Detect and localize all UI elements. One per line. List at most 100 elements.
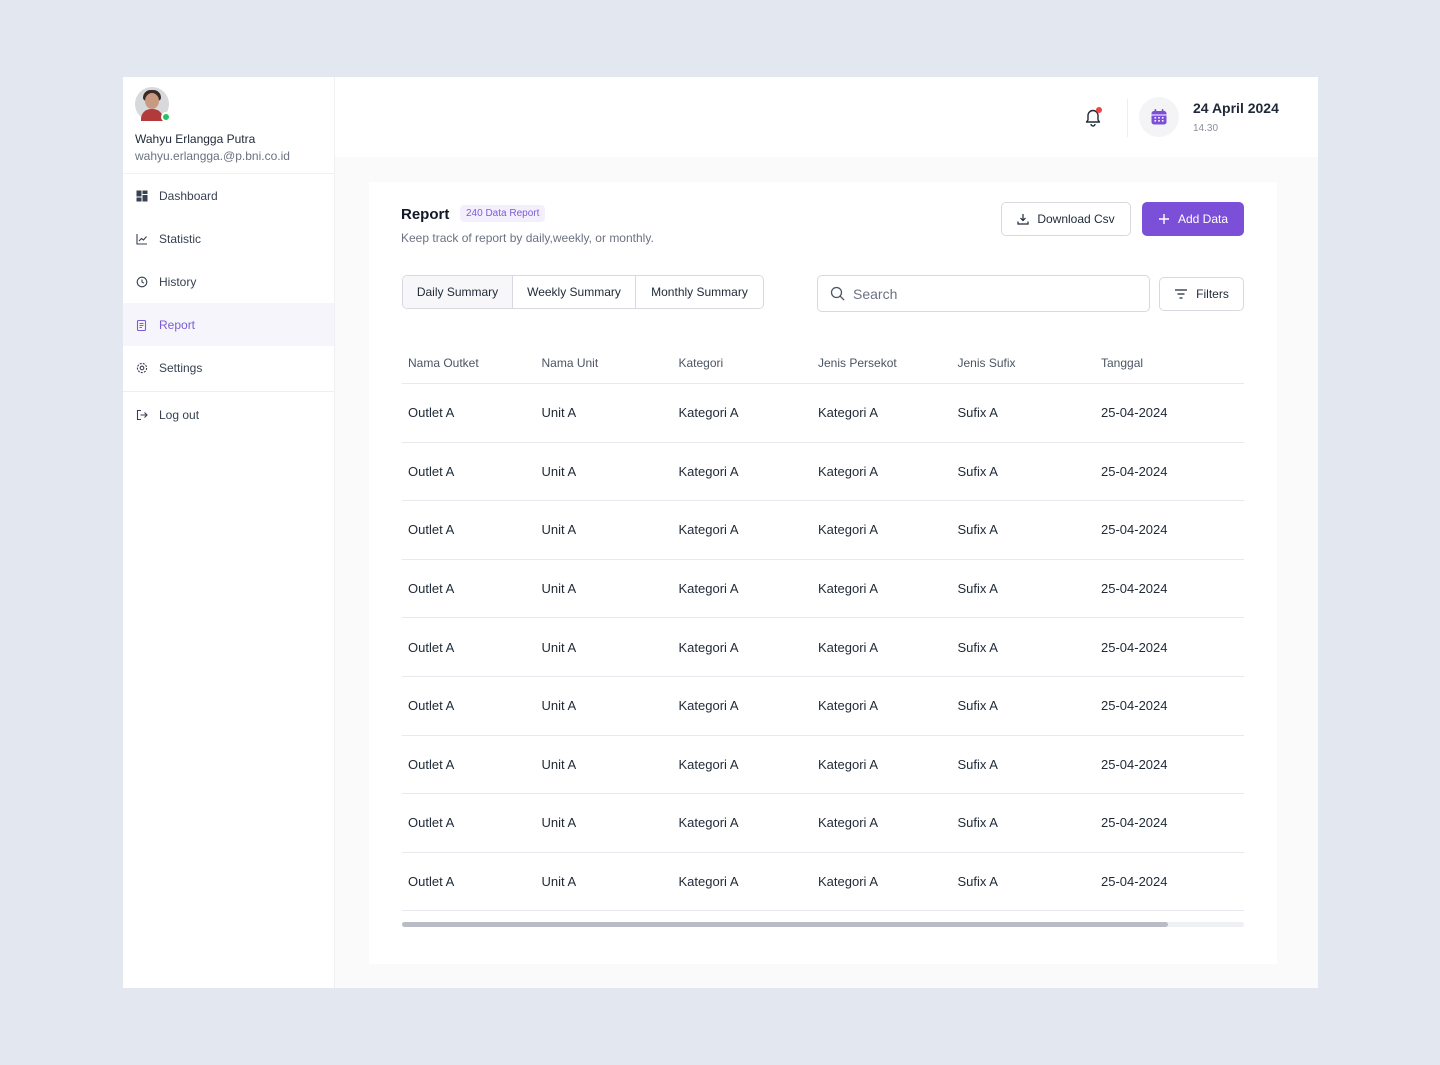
avatar[interactable]: [135, 87, 171, 122]
history-icon: [136, 276, 148, 287]
table-cell: 25-04-2024: [1101, 756, 1168, 772]
sidebar-item-settings[interactable]: Settings: [123, 346, 334, 389]
table-row[interactable]: Outlet A Unit A Kategori A Kategori A Sufix …: [402, 677, 1244, 736]
current-time: 14.30: [1193, 123, 1219, 134]
column-header[interactable]: Tanggal: [1101, 355, 1144, 370]
app-window: Wahyu Erlangga Putra wahyu.erlangga.@p.b…: [123, 77, 1318, 988]
sidebar-nav: Dashboard Statistic History Report Setti…: [123, 174, 334, 436]
sidebar-item-label: History: [159, 274, 197, 289]
data-count-badge: 240 Data Report: [460, 205, 546, 222]
download-icon: [1017, 214, 1029, 225]
table-cell: 25-04-2024: [1101, 463, 1168, 479]
table-cell: Kategori A: [818, 581, 878, 597]
table-cell: Kategori A: [678, 639, 739, 655]
table-cell: Outlet A: [408, 756, 455, 772]
column-header[interactable]: Nama Outket: [408, 355, 479, 370]
tab-daily-summary[interactable]: Daily Summary: [403, 276, 513, 308]
add-data-label: Add Data: [1177, 212, 1229, 226]
table-cell: Kategori A: [678, 463, 739, 479]
tab-weekly-summary[interactable]: Weekly Summary: [513, 276, 636, 308]
table-cell: Sufix A: [957, 698, 998, 714]
sidebar-item-label: Dashboard: [159, 188, 218, 203]
table-cell: Kategori A: [818, 874, 878, 890]
table-row[interactable]: Outlet A Unit A Kategori A Kategori A Sufix …: [402, 501, 1244, 560]
chart-line-icon: [136, 233, 147, 245]
table-cell: Kategori A: [818, 639, 878, 655]
table-cell: 25-04-2024: [1101, 815, 1168, 831]
table-row[interactable]: Outlet A Unit A Kategori A Kategori A Sufix …: [402, 794, 1244, 853]
table-cell: Sufix A: [957, 463, 998, 479]
table-row[interactable]: Outlet A Unit A Kategori A Kategori A Sufix …: [402, 443, 1244, 502]
column-header[interactable]: Kategori: [678, 355, 724, 370]
table-cell: Sufix A: [957, 874, 998, 890]
table-cell: Outlet A: [408, 639, 455, 655]
table-cell: 25-04-2024: [1101, 698, 1168, 714]
sidebar-divider: [123, 391, 334, 392]
table-header: Nama Outket Nama Unit Kategori Jenis Per…: [402, 342, 1244, 384]
page-subtitle: Keep track of report by daily,weekly, or…: [401, 231, 654, 245]
table-row[interactable]: Outlet A Unit A Kategori A Kategori A Sufix …: [402, 736, 1244, 795]
sidebar-item-logout[interactable]: Log out: [123, 393, 334, 436]
table-row[interactable]: Outlet A Unit A Kategori A Kategori A Sufix …: [402, 384, 1244, 443]
table-cell: Kategori A: [818, 463, 878, 479]
column-header[interactable]: Jenis Sufix: [957, 355, 1016, 370]
sidebar-item-statistic[interactable]: Statistic: [123, 217, 334, 260]
table-row[interactable]: Outlet A Unit A Kategori A Kategori A Sufix …: [402, 560, 1244, 619]
column-header[interactable]: Nama Unit: [541, 355, 599, 370]
page-title: Report: [401, 206, 450, 223]
online-status-dot: [161, 112, 171, 122]
sidebar-item-label: Report: [159, 317, 196, 332]
notification-button[interactable]: [1084, 107, 1102, 127]
profile-email: wahyu.erlangga.@p.bni.co.id: [135, 149, 290, 163]
sidebar-item-history[interactable]: History: [123, 260, 334, 303]
table-cell: Kategori A: [818, 405, 878, 421]
table-cell: 25-04-2024: [1101, 874, 1168, 890]
table-row[interactable]: Outlet A Unit A Kategori A Kategori A Sufix …: [402, 853, 1244, 912]
table-cell: Kategori A: [818, 698, 878, 714]
table-cell: 25-04-2024: [1101, 522, 1168, 538]
table-cell: Sufix A: [957, 405, 998, 421]
current-date: 24 April 2024: [1193, 100, 1279, 116]
table-cell: Unit A: [541, 756, 577, 772]
table-cell: Kategori A: [818, 756, 878, 772]
table-cell: Kategori A: [678, 698, 739, 714]
table-cell: Kategori A: [678, 405, 739, 421]
table-cell: Unit A: [541, 522, 577, 538]
download-csv-button[interactable]: Download Csv: [1001, 202, 1131, 236]
table-body: Outlet A Unit A Kategori A Kategori A Sufix …: [402, 384, 1244, 912]
search-input[interactable]: [853, 285, 1123, 302]
calendar-button[interactable]: [1139, 97, 1179, 137]
table-cell: Outlet A: [408, 698, 455, 714]
table-cell: Outlet A: [408, 815, 455, 831]
tab-monthly-summary[interactable]: Monthly Summary: [636, 276, 763, 308]
logout-label: Log out: [159, 407, 200, 422]
notification-badge: [1096, 107, 1102, 113]
table-cell: 25-04-2024: [1101, 581, 1168, 597]
gear-icon: [136, 362, 148, 373]
scrollbar-thumb[interactable]: [402, 922, 1169, 927]
table-cell: Kategori A: [678, 815, 739, 831]
plus-icon: [1158, 214, 1169, 224]
logout-icon: [136, 409, 148, 420]
table-cell: Unit A: [541, 815, 577, 831]
table-row[interactable]: Outlet A Unit A Kategori A Kategori A Sufix …: [402, 618, 1244, 677]
sidebar-item-dashboard[interactable]: Dashboard: [123, 174, 334, 217]
table-cell: Kategori A: [818, 815, 878, 831]
report-card: Report 240 Data Report Keep track of rep…: [369, 182, 1277, 964]
add-data-button[interactable]: Add Data: [1142, 202, 1244, 236]
table-cell: Sufix A: [957, 815, 998, 831]
table-cell: Unit A: [541, 463, 577, 479]
table-cell: Kategori A: [678, 581, 739, 597]
filters-button[interactable]: Filters: [1159, 277, 1244, 311]
profile: Wahyu Erlangga Putra wahyu.erlangga.@p.b…: [123, 77, 334, 174]
table-cell: Kategori A: [818, 522, 878, 538]
column-header[interactable]: Jenis Persekot: [818, 355, 897, 370]
table-cell: Unit A: [541, 405, 577, 421]
dashboard-icon: [136, 190, 148, 201]
table-cell: Sufix A: [957, 756, 998, 772]
sidebar-item-report[interactable]: Report: [123, 303, 334, 346]
table-cell: Unit A: [541, 698, 577, 714]
horizontal-scrollbar[interactable]: [402, 922, 1244, 927]
report-icon: [136, 319, 147, 331]
table-cell: 25-04-2024: [1101, 405, 1168, 421]
